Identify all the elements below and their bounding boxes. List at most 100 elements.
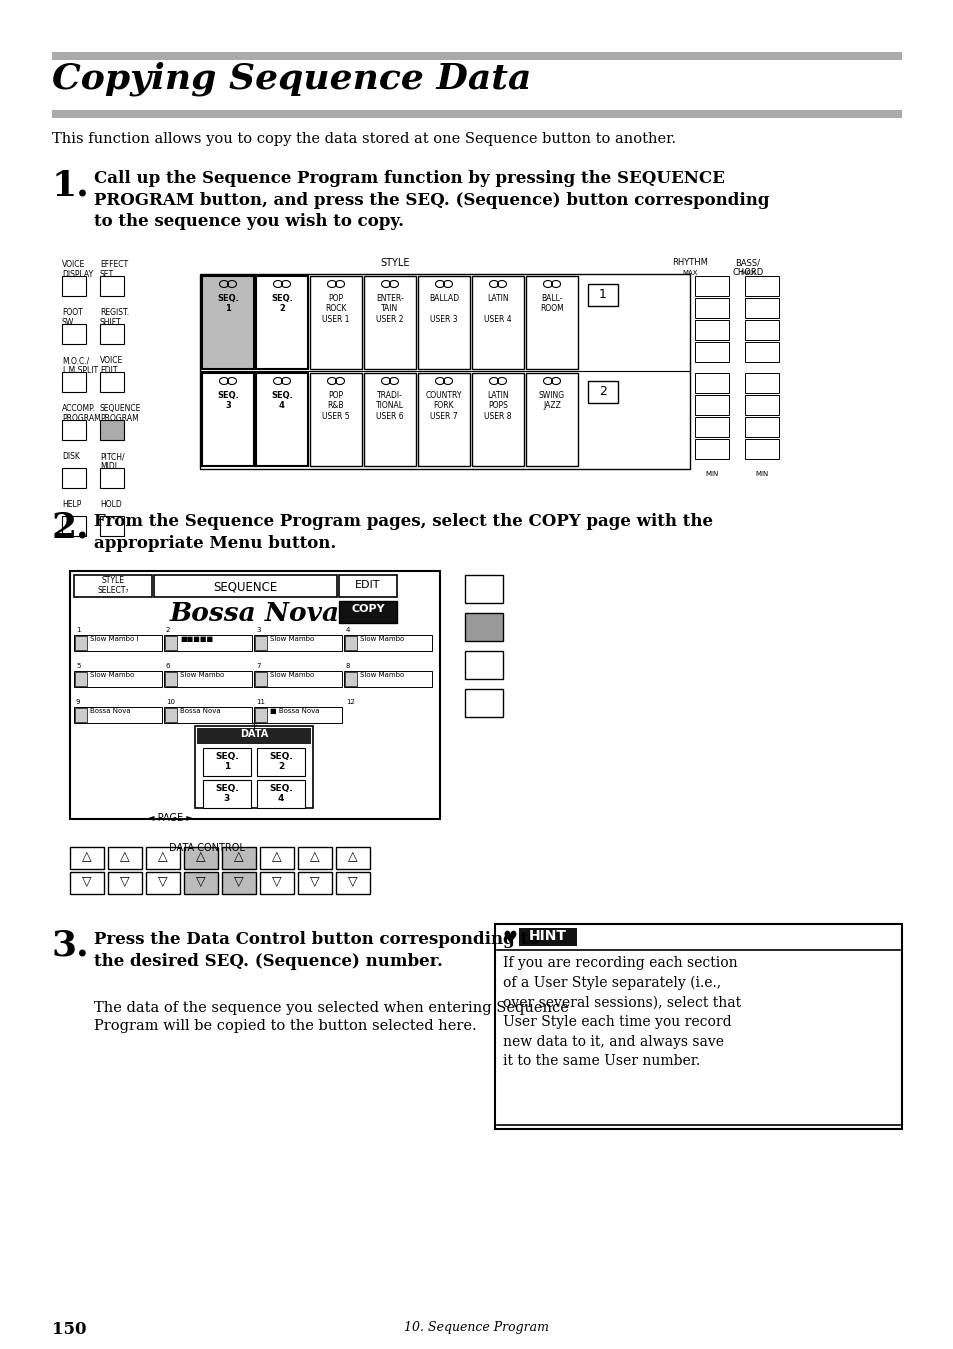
Bar bbox=[52, 53, 901, 59]
Bar bbox=[417, 374, 470, 465]
Text: From the Sequence Program pages, select the COPY page with the
appropriate Menu : From the Sequence Program pages, select … bbox=[94, 513, 712, 552]
Bar bbox=[297, 871, 332, 894]
Text: 1.: 1. bbox=[52, 169, 90, 202]
Bar bbox=[196, 728, 311, 745]
Text: ▽: ▽ bbox=[158, 876, 168, 888]
Bar bbox=[165, 672, 177, 687]
Text: Bossa Nova: Bossa Nova bbox=[90, 708, 131, 714]
Text: ↑: ↑ bbox=[249, 722, 258, 733]
Text: Slow Mambo: Slow Mambo bbox=[270, 672, 314, 679]
Bar bbox=[472, 277, 523, 370]
Text: 11: 11 bbox=[255, 699, 265, 706]
Text: MIN: MIN bbox=[755, 471, 768, 478]
Text: △: △ bbox=[348, 850, 357, 863]
Text: 4: 4 bbox=[346, 627, 350, 633]
Bar bbox=[464, 652, 502, 679]
Bar bbox=[338, 602, 396, 623]
Text: Copying Sequence Data: Copying Sequence Data bbox=[52, 62, 531, 97]
Bar bbox=[255, 374, 308, 465]
Text: Bossa Nova: Bossa Nova bbox=[170, 602, 340, 626]
Text: △: △ bbox=[196, 850, 206, 863]
Text: M.O.C./
L.M.SPLIT: M.O.C./ L.M.SPLIT bbox=[62, 356, 98, 375]
Text: COUNTRY
FORK
USER 7: COUNTRY FORK USER 7 bbox=[425, 391, 462, 421]
Bar bbox=[164, 635, 252, 652]
Bar bbox=[62, 468, 86, 488]
Bar bbox=[194, 726, 313, 808]
Bar bbox=[744, 298, 779, 318]
Bar bbox=[62, 277, 86, 295]
Bar bbox=[297, 847, 332, 869]
Bar bbox=[464, 575, 502, 603]
Text: Bossa Nova: Bossa Nova bbox=[180, 708, 220, 714]
Bar bbox=[695, 438, 728, 459]
Text: ▽: ▽ bbox=[310, 876, 319, 888]
Text: Press the Data Control button corresponding to
the desired SEQ. (Sequence) numbe: Press the Data Control button correspond… bbox=[94, 931, 538, 970]
Bar bbox=[525, 374, 578, 465]
Bar bbox=[222, 871, 255, 894]
Text: 3: 3 bbox=[255, 627, 260, 633]
Text: ENTER-
TAIN
USER 2: ENTER- TAIN USER 2 bbox=[375, 294, 403, 324]
Bar bbox=[200, 274, 689, 469]
Bar bbox=[184, 871, 218, 894]
Bar bbox=[464, 689, 502, 718]
Bar bbox=[695, 343, 728, 362]
Text: BASS/
CHORD: BASS/ CHORD bbox=[732, 258, 762, 277]
Bar bbox=[364, 277, 416, 370]
Text: DISK: DISK bbox=[62, 452, 80, 461]
Text: Call up the Sequence Program function by pressing the SEQUENCE
PROGRAM button, a: Call up the Sequence Program function by… bbox=[94, 170, 769, 231]
Bar bbox=[153, 575, 336, 598]
Bar bbox=[744, 395, 779, 415]
Text: ▽: ▽ bbox=[196, 876, 206, 888]
Text: ▽: ▽ bbox=[272, 876, 281, 888]
Bar bbox=[52, 111, 901, 117]
Bar bbox=[256, 747, 305, 776]
Text: POP
ROCK
USER 1: POP ROCK USER 1 bbox=[322, 294, 350, 324]
Text: △: △ bbox=[82, 850, 91, 863]
Bar bbox=[695, 395, 728, 415]
Text: SWING
JAZZ: SWING JAZZ bbox=[538, 391, 564, 421]
Bar bbox=[744, 374, 779, 393]
Bar bbox=[62, 324, 86, 344]
Text: 10: 10 bbox=[166, 699, 174, 706]
Bar bbox=[108, 871, 142, 894]
Bar bbox=[464, 612, 502, 641]
Text: ♥: ♥ bbox=[502, 929, 517, 947]
Text: MIN: MIN bbox=[704, 471, 718, 478]
Text: PITCH/
MIDI: PITCH/ MIDI bbox=[100, 452, 125, 471]
Bar bbox=[164, 707, 252, 723]
Bar bbox=[255, 277, 308, 370]
Text: ▽: ▽ bbox=[348, 876, 357, 888]
Bar bbox=[203, 780, 251, 808]
Text: 2.: 2. bbox=[52, 511, 90, 545]
Text: Slow Mambo: Slow Mambo bbox=[270, 635, 314, 642]
Text: TRADI-
TIONAL
USER 6: TRADI- TIONAL USER 6 bbox=[375, 391, 403, 421]
Bar bbox=[202, 374, 253, 465]
Bar bbox=[335, 871, 370, 894]
Bar bbox=[695, 374, 728, 393]
Bar bbox=[203, 747, 251, 776]
Bar bbox=[70, 571, 439, 819]
Text: DATA CONTROL: DATA CONTROL bbox=[169, 843, 245, 853]
Text: 2: 2 bbox=[166, 627, 171, 633]
Text: ▽: ▽ bbox=[233, 876, 244, 888]
Bar bbox=[260, 871, 294, 894]
Text: EDIT: EDIT bbox=[355, 580, 380, 590]
Bar bbox=[62, 517, 86, 536]
Text: ■■■■■: ■■■■■ bbox=[180, 635, 213, 642]
Bar bbox=[472, 374, 523, 465]
Text: 1: 1 bbox=[598, 287, 606, 301]
Bar bbox=[744, 417, 779, 437]
Bar bbox=[74, 707, 162, 723]
Text: ACCOMP.
PROGRAM: ACCOMP. PROGRAM bbox=[62, 403, 101, 424]
Bar bbox=[345, 672, 356, 687]
Text: STYLE: STYLE bbox=[380, 258, 410, 268]
Text: MAX: MAX bbox=[740, 270, 755, 277]
Text: Slow Mambo: Slow Mambo bbox=[359, 635, 404, 642]
Text: Slow Mambo: Slow Mambo bbox=[180, 672, 224, 679]
Text: 7: 7 bbox=[255, 662, 260, 669]
Bar bbox=[744, 277, 779, 295]
Text: BALL-
ROOM: BALL- ROOM bbox=[539, 294, 563, 324]
Text: ▽: ▽ bbox=[82, 876, 91, 888]
Text: This function allows you to copy the data stored at one Sequence button to anoth: This function allows you to copy the dat… bbox=[52, 132, 676, 146]
Bar bbox=[695, 320, 728, 340]
